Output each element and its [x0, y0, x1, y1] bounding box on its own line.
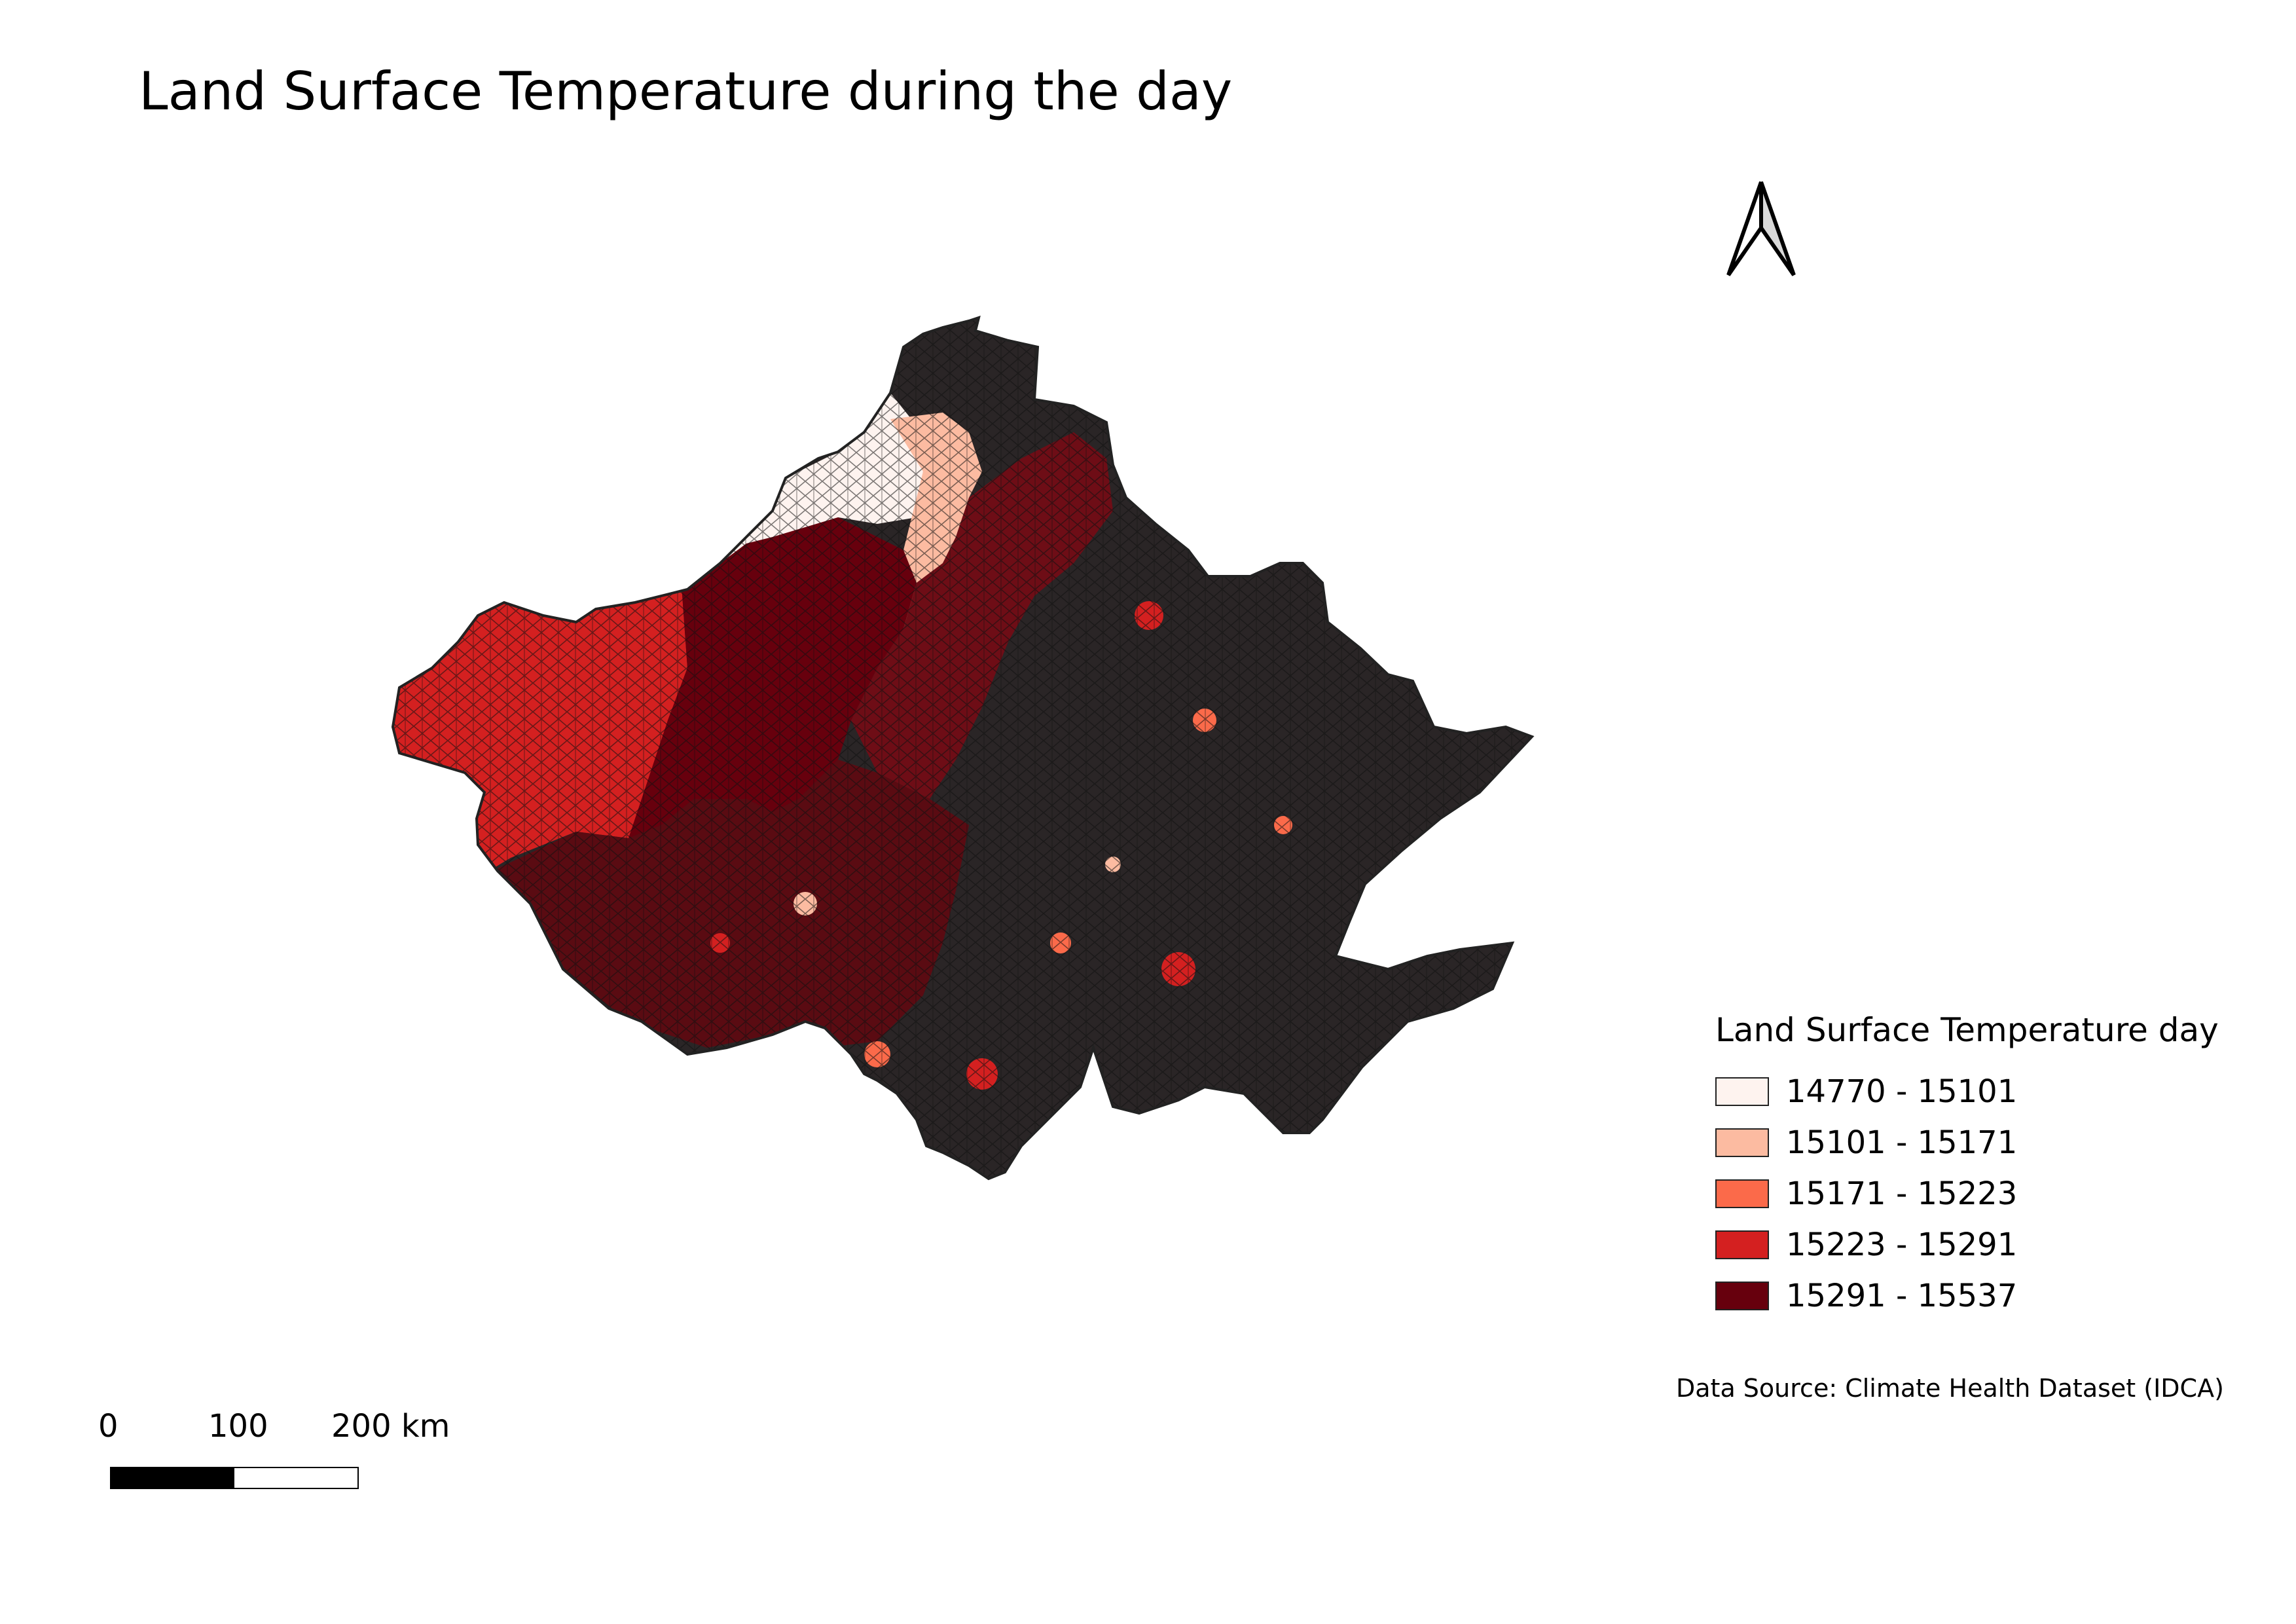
- legend-swatch: [1715, 1230, 1769, 1259]
- north-arrow-icon: [1726, 181, 1796, 276]
- map-title: Land Surface Temperature during the day: [139, 61, 1233, 122]
- legend-title: Land Surface Temperature day: [1715, 1011, 2219, 1049]
- legend-label: 15101 - 15171: [1786, 1124, 2018, 1161]
- scale-bar-track: [110, 1467, 359, 1489]
- scale-label-end: 200 km: [331, 1408, 450, 1445]
- scale-bar-segment: [111, 1468, 234, 1488]
- scale-bar-segment: [234, 1468, 357, 1488]
- scale-label-start: 0: [98, 1408, 118, 1445]
- region-map[interactable]: [380, 301, 1571, 1251]
- legend-swatch: [1715, 1077, 1769, 1106]
- legend-item: 14770 - 15101: [1715, 1066, 2213, 1117]
- legend-swatch: [1715, 1128, 1769, 1157]
- legend-item: 15291 - 15537: [1715, 1270, 2213, 1321]
- scale-label-mid: 100: [208, 1408, 268, 1445]
- legend-swatch: [1715, 1179, 1769, 1208]
- legend-label: 15291 - 15537: [1786, 1278, 2018, 1314]
- legend-label: 15171 - 15223: [1786, 1175, 2018, 1212]
- legend-item: 15223 - 15291: [1715, 1219, 2213, 1270]
- legend-swatch: [1715, 1282, 1769, 1310]
- legend-item: 15101 - 15171: [1715, 1117, 2213, 1168]
- legend-label: 15223 - 15291: [1786, 1227, 2018, 1263]
- legend-label: 14770 - 15101: [1786, 1073, 2018, 1110]
- map-legend: Land Surface Temperature day 14770 - 151…: [1715, 1011, 2219, 1321]
- scale-bar: 0 100 200 km: [98, 1408, 465, 1493]
- legend-item: 15171 - 15223: [1715, 1168, 2213, 1219]
- data-source-note: Data Source: Climate Health Dataset (IDC…: [1676, 1374, 2224, 1403]
